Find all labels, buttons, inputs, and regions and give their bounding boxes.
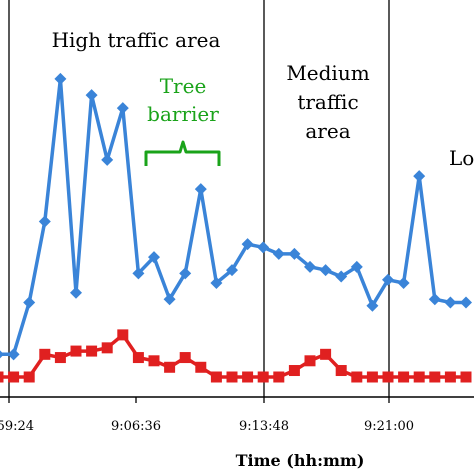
series-2-point-25 <box>366 371 378 383</box>
series-2-point-7 <box>86 345 98 357</box>
zone-label-3: Lo <box>449 146 474 170</box>
tree-barrier-label-line: barrier <box>147 102 219 126</box>
series-1-point-1 <box>0 350 4 359</box>
series-2-point-27 <box>398 371 410 383</box>
series-2-point-29 <box>429 371 441 383</box>
series-2-point-2 <box>8 371 20 383</box>
series-2-point-11 <box>148 355 160 367</box>
series-2-point-9 <box>117 329 129 341</box>
tree-barrier-brace <box>144 140 221 166</box>
series-1-point-24 <box>350 260 363 273</box>
series-2-point-16 <box>226 371 238 383</box>
series-1-point-9 <box>116 102 129 115</box>
series-1-point-5 <box>54 72 67 85</box>
zone-label-line: area <box>305 119 350 143</box>
series-1-point-18 <box>257 241 270 254</box>
series-1-point-23 <box>335 270 348 283</box>
x-tick-label: 8:59:24 <box>0 419 34 434</box>
series-2-point-24 <box>351 371 363 383</box>
series-2-point-17 <box>242 371 254 383</box>
series-1-point-13 <box>179 267 192 280</box>
x-tick-label: 9:13:48 <box>239 419 289 434</box>
series-1-point-25 <box>366 299 379 312</box>
series-1-point-30 <box>444 296 457 309</box>
series-1-point-28 <box>413 170 426 183</box>
series-1-point-22 <box>319 264 332 277</box>
series-2-point-8 <box>101 342 113 354</box>
series-2-point-19 <box>273 371 285 383</box>
x-axis-title: Time (hh:mm) <box>236 451 365 470</box>
series-1-point-29 <box>428 293 441 306</box>
series-2-point-5 <box>54 352 66 364</box>
series-2-point-6 <box>70 345 82 357</box>
series-2-point-3 <box>23 371 35 383</box>
x-tick-label: 9:06:36 <box>111 419 161 434</box>
series-1-point-14 <box>194 183 207 196</box>
series-1-point-8 <box>101 153 114 166</box>
series-1-point-27 <box>397 277 410 290</box>
series-line-1 <box>0 77 466 357</box>
series-2-point-12 <box>164 361 176 373</box>
zone-label-line: High traffic area <box>52 28 221 52</box>
series-2-point-18 <box>257 371 269 383</box>
series-2-point-21 <box>304 355 316 367</box>
series-layer <box>0 72 472 383</box>
series-1-point-6 <box>70 286 82 299</box>
series-2-point-1 <box>0 371 4 383</box>
series-1-point-10 <box>132 267 145 280</box>
series-1-point-2 <box>7 348 20 361</box>
zone-dividers <box>8 0 390 403</box>
series-2-point-23 <box>335 365 347 377</box>
series-1-point-26 <box>382 273 394 286</box>
series-2-point-26 <box>382 371 394 383</box>
labels-layer: 8:59:24 9:06:36 9:13:48 9:21:00 High traffic… <box>0 28 474 434</box>
series-1-point-15 <box>210 277 223 290</box>
series-1-point-20 <box>288 247 301 260</box>
series-1-point-19 <box>272 247 285 260</box>
series-1-point-7 <box>85 89 98 102</box>
series-2-point-31 <box>460 371 472 383</box>
series-2-point-30 <box>444 371 456 383</box>
series-1-point-3 <box>23 296 36 309</box>
series-2-point-28 <box>413 371 425 383</box>
tree-barrier-label-line: Tree <box>160 74 207 98</box>
series-1-point-31 <box>460 296 472 309</box>
zone-label-line: Medium <box>286 61 369 85</box>
series-2-point-15 <box>210 371 222 383</box>
zone-label-line: traffic <box>297 90 358 114</box>
series-2-point-13 <box>179 352 191 364</box>
x-tick-label: 9:21:00 <box>364 419 414 434</box>
series-line-2 <box>0 333 466 379</box>
tree-barrier-label: Tree barrier <box>147 74 219 126</box>
series-1-point-17 <box>241 238 254 251</box>
series-2-point-22 <box>320 348 332 360</box>
series-2-point-4 <box>39 348 51 360</box>
series-1-point-12 <box>163 293 176 306</box>
series-1-point-16 <box>226 264 238 277</box>
series-1-point-11 <box>148 251 160 264</box>
series-2-point-14 <box>195 361 207 373</box>
zone-label-1: High traffic area <box>52 28 221 52</box>
zone-label-line: Lo <box>449 146 474 170</box>
series-1-point-4 <box>38 215 51 228</box>
series-2-point-10 <box>132 352 144 364</box>
series-2-point-20 <box>288 365 300 377</box>
series-1-point-21 <box>304 260 316 273</box>
zone-label-2: Medium traffic area <box>286 61 369 143</box>
